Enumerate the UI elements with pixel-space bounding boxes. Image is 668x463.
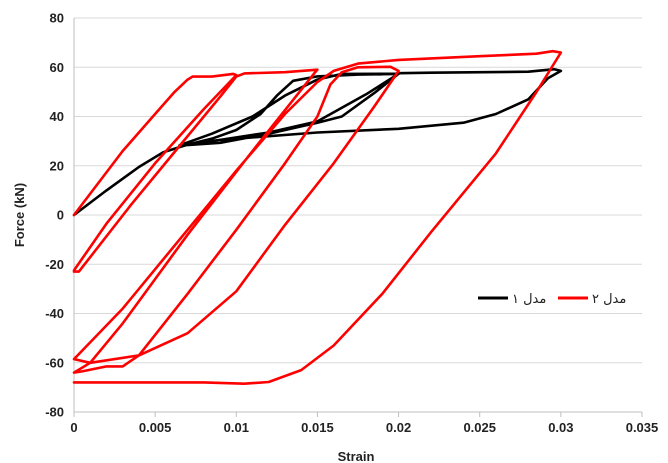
x-tick-labels: 0 0.005 0.01 0.015 0.02 0.025 0.03 0.035 — [70, 420, 658, 435]
x-tick-label: 0.035 — [626, 420, 659, 435]
axes — [73, 18, 643, 417]
y-tick-label: 40 — [50, 109, 64, 124]
y-tick-label: 80 — [50, 11, 64, 26]
gridlines — [74, 17, 642, 413]
x-tick-label: 0.025 — [463, 420, 496, 435]
y-tick-label: -40 — [45, 306, 64, 321]
legend-label-series-2: مدل ۲ — [592, 292, 626, 307]
y-tick-label: -60 — [45, 355, 64, 370]
x-tick-label: 0.015 — [301, 420, 334, 435]
y-tick-label: 60 — [50, 60, 64, 75]
y-tick-label: 0 — [57, 208, 64, 223]
legend-label-series-1: مدل ۱ — [512, 292, 546, 307]
x-axis-title: Strain — [338, 449, 375, 463]
series-line-1 — [72, 67, 563, 217]
series-line-2 — [72, 49, 563, 385]
x-tick-label: 0 — [70, 420, 77, 435]
y-tick-labels: -80 -60 -40 -20 0 20 40 60 80 — [45, 11, 64, 420]
x-tick-label: 0.02 — [386, 420, 411, 435]
series-group — [72, 49, 563, 385]
x-tick-label: 0.005 — [139, 420, 172, 435]
legend: مدل ۱ مدل ۲ — [478, 292, 626, 307]
y-tick-label: 20 — [50, 158, 64, 173]
y-axis-title: Force (kN) — [12, 183, 27, 247]
x-tick-label: 0.03 — [548, 420, 573, 435]
y-tick-label: -80 — [45, 405, 64, 420]
y-tick-label: -20 — [45, 257, 64, 272]
x-tick-label: 0.01 — [224, 420, 249, 435]
